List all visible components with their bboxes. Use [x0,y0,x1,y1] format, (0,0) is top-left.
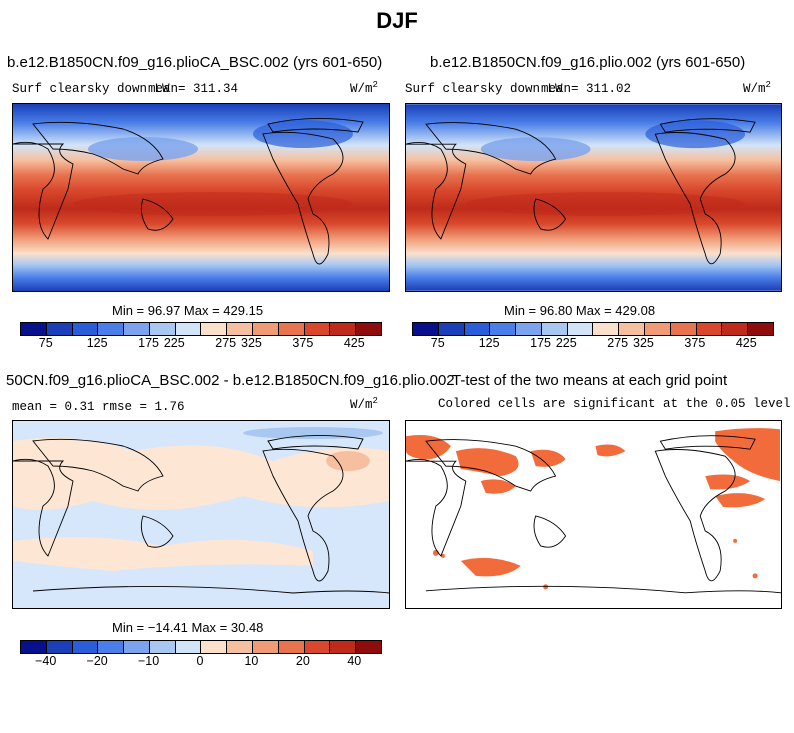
colorbar-tick-label: 275 [215,336,237,350]
bottom-left-minmax: Min = −14.41 Max = 30.48 [112,620,264,635]
colorbar-swatch [201,641,228,653]
bottom-right-subtitle: Colored cells are significant at the 0.0… [438,397,791,411]
colorbar-swatch [464,323,491,335]
bottom-right-field [406,421,781,608]
colorbar-swatch [175,641,202,653]
colorbar-swatch [227,323,254,335]
top-right-colorbar-labels: 75 125 175 225 275 325 375 425 [412,336,772,352]
top-left-mean: mean= 311.34 [148,82,239,96]
colorbar-swatch [21,641,47,653]
colorbar-swatch [278,641,305,653]
colorbar-swatch [619,323,646,335]
colorbar-swatch [175,323,202,335]
colorbar-tick-label: 425 [343,336,365,350]
colorbar-tick-label: −20 [86,654,108,668]
colorbar-swatch [253,641,279,653]
colorbar-swatch [124,323,150,335]
colorbar-swatch [330,641,357,653]
top-left-minmax: Min = 96.97 Max = 429.15 [112,303,264,318]
colorbar-swatch [567,323,594,335]
bottom-right-title: T-test of the two means at each grid poi… [452,372,728,389]
colorbar-tick-label: 325 [240,336,262,350]
colorbar-swatch [438,323,465,335]
colorbar-tick-label: 175 [530,336,551,350]
top-left-colorbar [20,322,382,336]
colorbar-tick-label: 425 [735,336,757,350]
top-left-variable: Surf clearsky down LW [12,82,170,96]
top-right-variable: Surf clearsky down LW [405,82,563,96]
colorbar-swatch [645,323,671,335]
colorbar-swatch [124,641,150,653]
colorbar-swatch [356,323,381,335]
colorbar-tick-label: −40 [35,654,57,668]
colorbar-tick-label: −10 [137,654,160,668]
colorbar-swatch [304,641,331,653]
top-left-field [13,104,389,291]
colorbar-tick-label: 40 [347,654,362,668]
colorbar-swatch [253,323,279,335]
colorbar-tick-label: 75 [38,336,53,350]
colorbar-swatch [72,323,99,335]
colorbar-tick-label: 75 [430,336,445,350]
bottom-right-map [405,420,782,609]
top-right-map [405,103,782,292]
top-left-colorbar-labels: 75 125 175 225 275 325 375 425 [20,336,380,352]
bottom-left-colorbar-labels: −40 −20 −10 0 10 20 40 [20,654,380,670]
colorbar-swatch [46,641,73,653]
colorbar-swatch [541,323,568,335]
bottom-left-case-title: 50CN.f09_g16.plioCA_BSC.002 - b.e12.B185… [6,372,455,389]
top-right-units: W/m2 [743,80,771,97]
colorbar-tick-label: 225 [555,336,577,350]
colorbar-swatch [413,323,439,335]
colorbar-swatch [149,323,176,335]
colorbar-swatch [304,323,331,335]
colorbar-tick-label: 275 [607,336,629,350]
colorbar-swatch [201,323,228,335]
colorbar-tick-label: 175 [138,336,159,350]
colorbar-swatch [696,323,723,335]
colorbar-swatch [149,641,176,653]
top-left-units: W/m2 [350,80,378,97]
colorbar-swatch [72,641,99,653]
colorbar-tick-label: 0 [196,654,204,668]
colorbar-tick-label: 375 [684,336,706,350]
colorbar-tick-label: 375 [292,336,314,350]
colorbar-swatch [593,323,620,335]
colorbar-swatch [278,323,305,335]
colorbar-swatch [98,641,125,653]
bottom-left-stats: mean = 0.31 rmse = 1.76 [12,400,185,414]
colorbar-swatch [98,323,125,335]
colorbar-swatch [490,323,517,335]
colorbar-swatch [46,323,73,335]
top-right-minmax: Min = 96.80 Max = 429.08 [504,303,656,318]
top-right-mean: mean= 311.02 [541,82,632,96]
colorbar-tick-label: 225 [163,336,185,350]
colorbar-swatch [356,641,381,653]
colorbar-swatch [21,323,47,335]
colorbar-swatch [330,323,357,335]
top-left-map [12,103,390,292]
top-right-case-title: b.e12.B1850CN.f09_g16.plio.002 (yrs 601-… [430,54,746,71]
colorbar-tick-label: 325 [632,336,654,350]
colorbar-swatch [670,323,697,335]
colorbar-tick-label: 10 [244,654,259,668]
colorbar-tick-label: 125 [86,336,108,350]
bottom-left-units: W/m2 [350,396,378,413]
top-left-case-title: b.e12.B1850CN.f09_g16.plioCA_BSC.002 (yr… [7,54,383,71]
colorbar-swatch [516,323,542,335]
top-right-field [406,104,781,291]
colorbar-tick-label: 20 [295,654,310,668]
bottom-left-colorbar [20,640,382,654]
bottom-left-field [13,421,389,608]
colorbar-swatch [748,323,773,335]
top-right-colorbar [412,322,774,336]
colorbar-tick-label: 125 [478,336,500,350]
figure-title: DJF [376,8,418,33]
colorbar-swatch [722,323,749,335]
colorbar-swatch [227,641,254,653]
bottom-left-map [12,420,390,609]
